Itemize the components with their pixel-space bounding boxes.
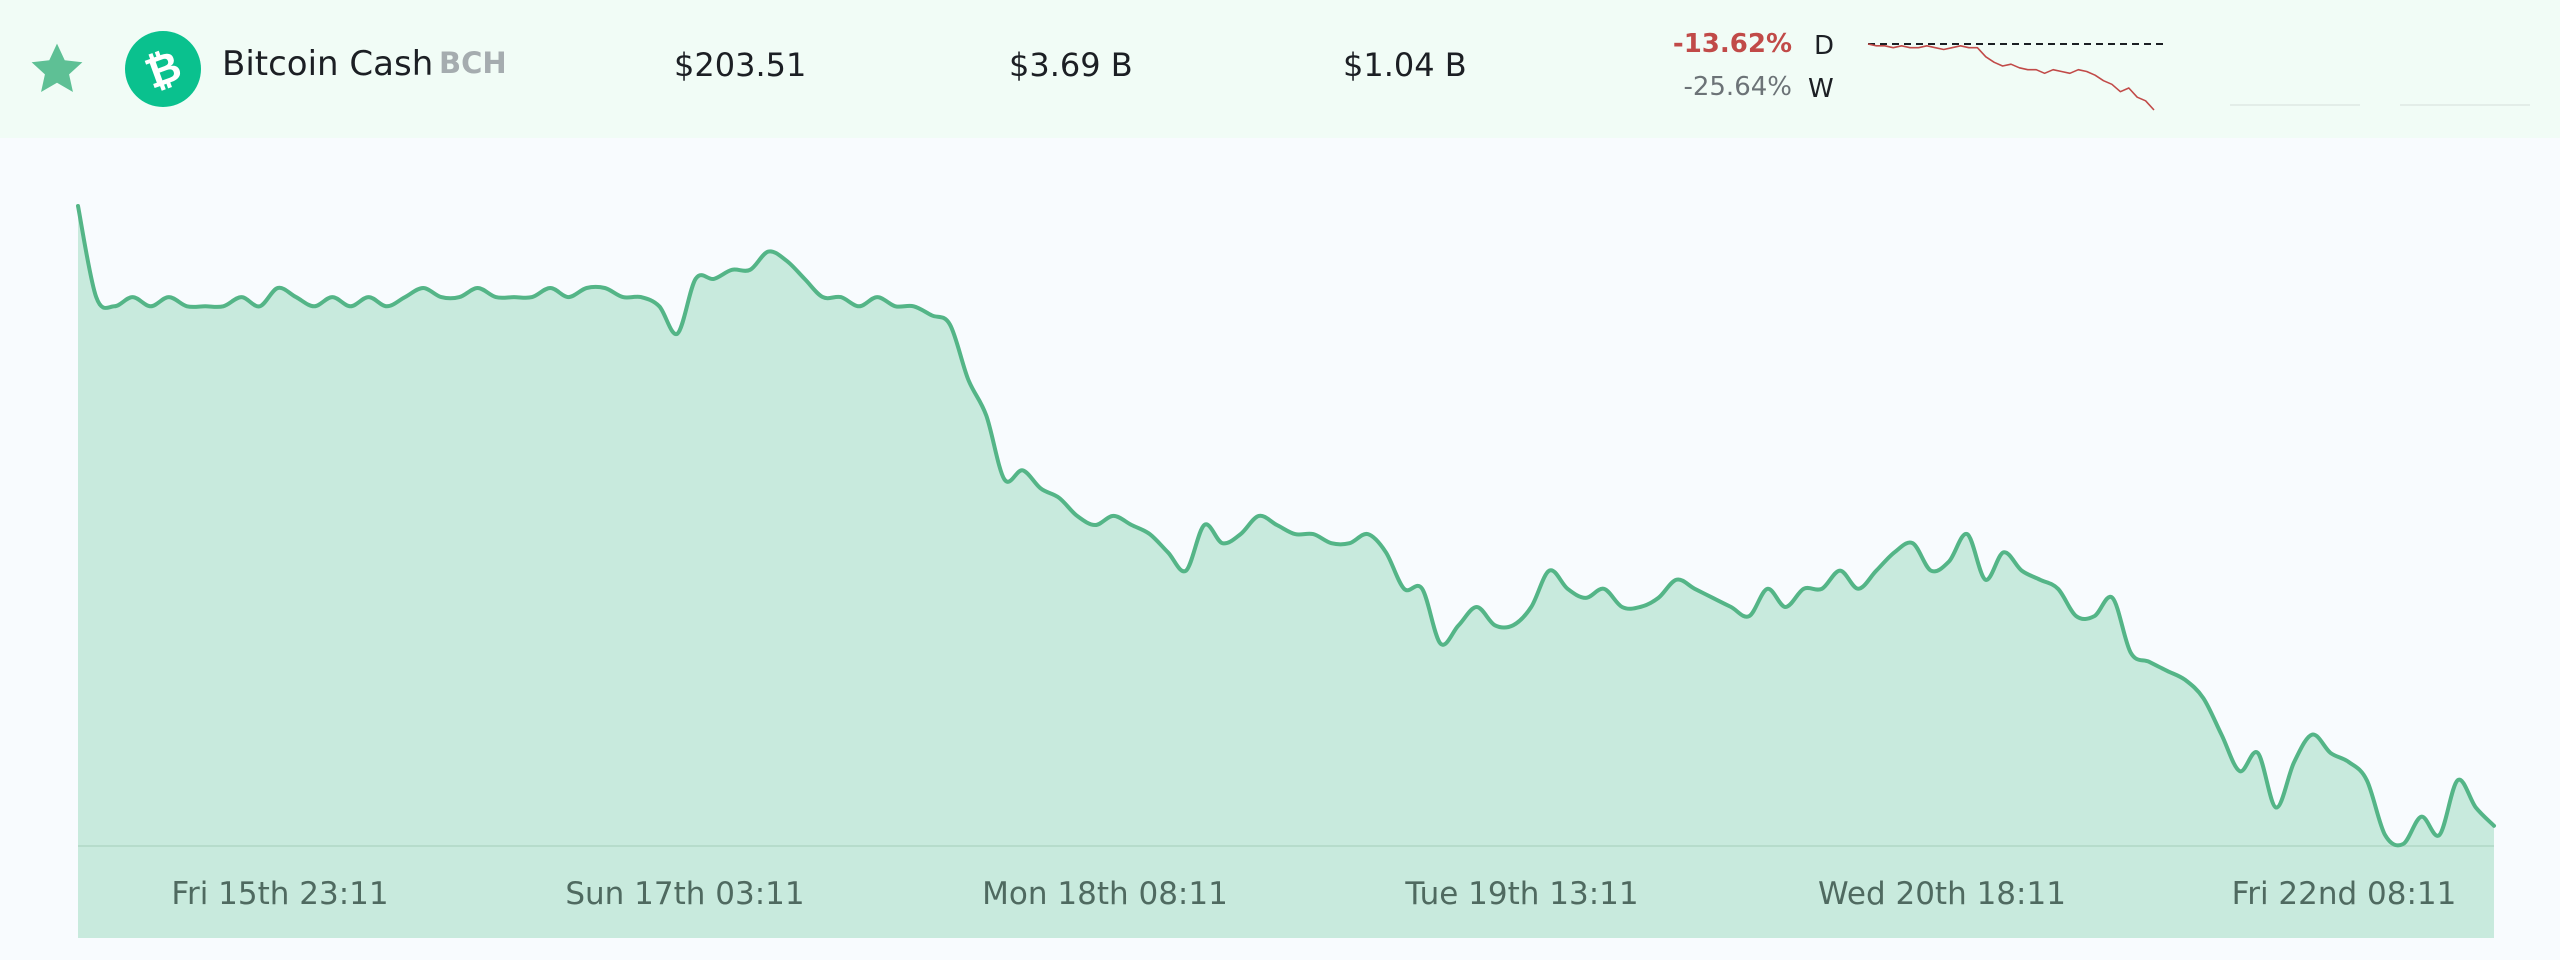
bitcoin-cash-logo-icon: ₿ [125,31,201,107]
coin-price: $203.51 [674,46,807,84]
chart-price-line [76,204,2496,848]
coin-market-cap: $3.69 B [1009,46,1133,84]
coin-symbol: BCH [439,46,507,80]
x-tick-label: Sun 17th 03:11 [565,876,804,912]
chart-area-fill [78,206,2494,938]
sparkline-chart [1867,43,2164,111]
price-area-chart[interactable]: Fri 15th 23:11 Sun 17th 03:11 Mon 18th 08:… [0,138,2560,960]
change-day-value: -13.62% [1672,29,1792,59]
change-day-label: D [1814,31,1835,61]
x-tick-label: Fri 15th 23:11 [171,876,388,912]
price-chart-panel[interactable]: Fri 15th 23:11 Sun 17th 03:11 Mon 18th 08:… [0,138,2560,960]
change-week-value: -25.64% [1683,72,1792,102]
coin-volume: $1.04 B [1343,46,1467,84]
x-tick-label: Fri 22nd 08:11 [2232,876,2457,912]
row-divider-faint [2230,104,2530,106]
sparkline-line [1867,43,2155,111]
x-tick-label: Tue 19th 13:11 [1404,876,1638,912]
star-icon[interactable] [28,40,86,98]
x-tick-label: Mon 18th 08:11 [982,876,1228,912]
coin-name[interactable]: Bitcoin Cash [222,44,434,84]
star-shape [31,43,83,92]
x-tick-label: Wed 20th 18:11 [1818,876,2066,912]
logo-circle [125,31,201,107]
coin-row[interactable]: ₿ Bitcoin Cash BCH $203.51 $3.69 B $1.04… [0,0,2560,138]
change-week-label: W [1808,74,1834,104]
